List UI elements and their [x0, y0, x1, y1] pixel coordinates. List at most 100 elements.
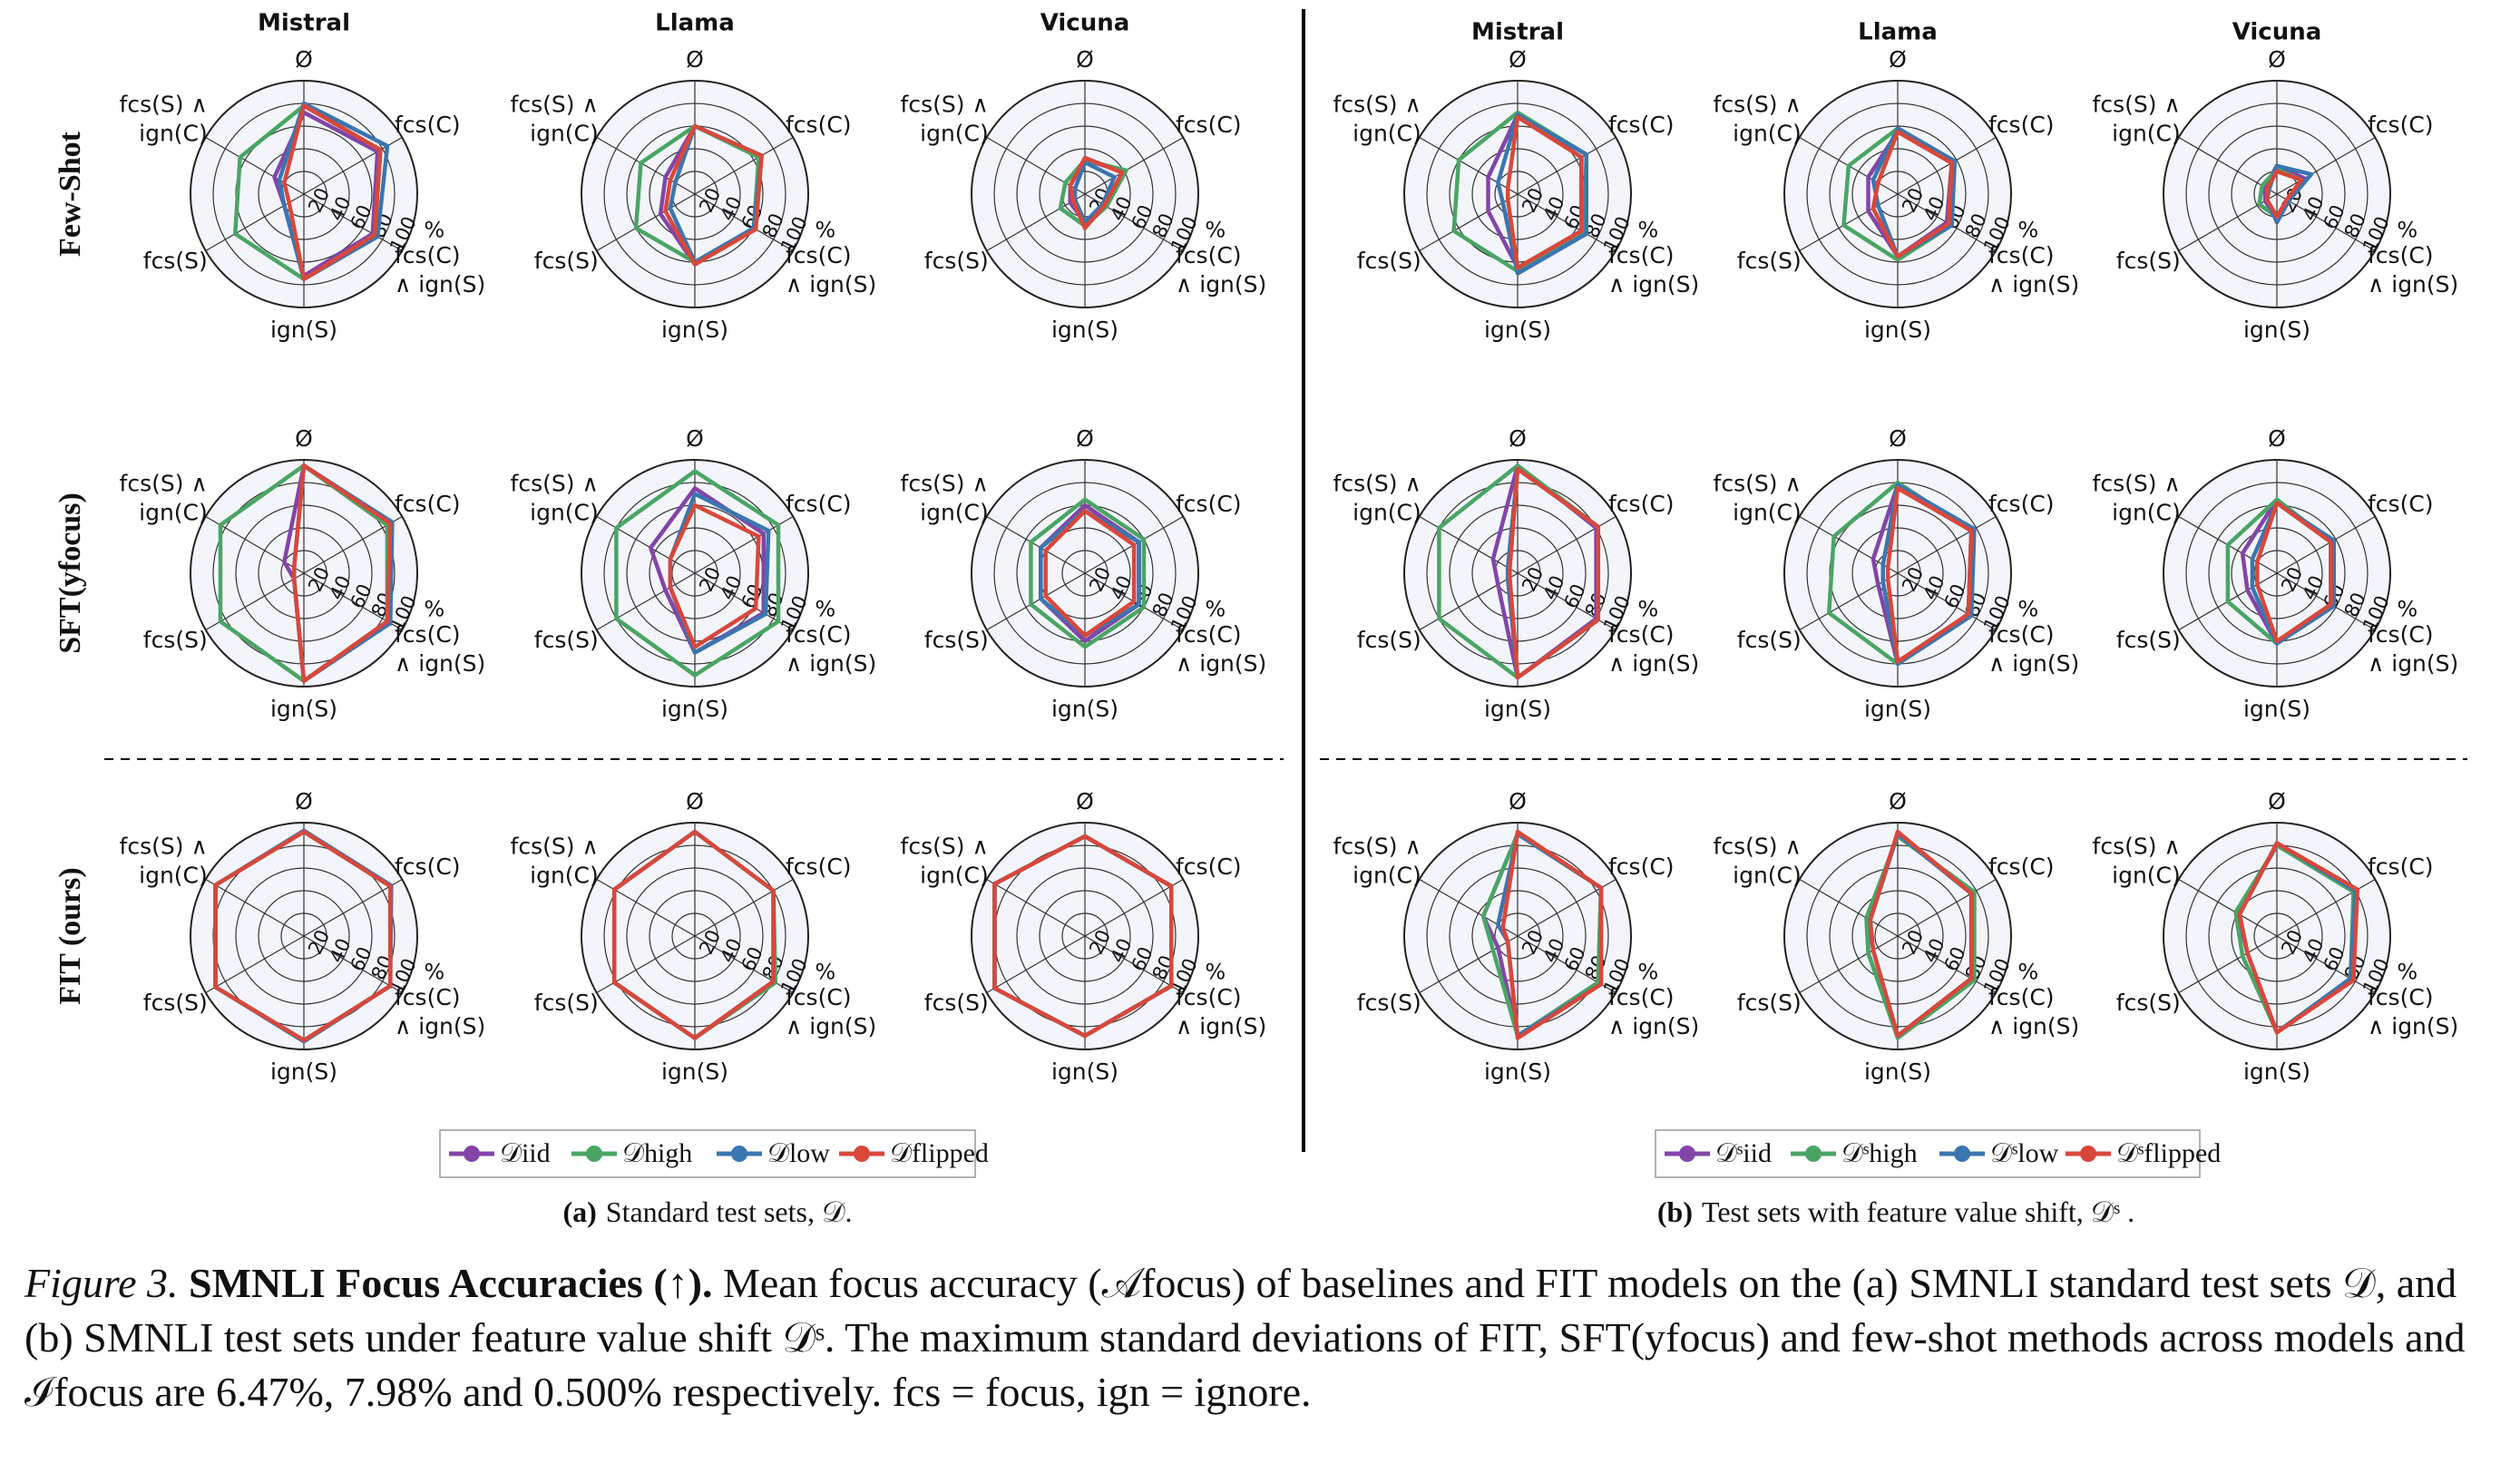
axis-label: ign(C): [530, 121, 599, 147]
axis-label: ∧ ign(S): [1176, 271, 1266, 298]
r-unit: %: [1205, 960, 1226, 985]
r-unit: %: [815, 960, 835, 985]
axis-label: ign(C): [2112, 500, 2181, 526]
spoke: [1897, 935, 1997, 994]
axis-label: fcs(S): [2116, 248, 2181, 274]
axis-label: ∧ ign(S): [2368, 1013, 2458, 1039]
axis-label: ign(C): [1733, 121, 1802, 147]
axis-label: fcs(C): [395, 112, 461, 138]
axis-label: fcs(S) ∧: [1333, 471, 1421, 497]
axis-label: ∧ ign(S): [1608, 1013, 1699, 1039]
axis-label: fcs(C): [786, 621, 852, 648]
axis-label: fcs(C): [1988, 242, 2055, 268]
axis-label: ∧ ign(S): [786, 1013, 876, 1039]
axis-label: fcs(S): [924, 248, 989, 274]
axis-label: fcs(S): [143, 627, 208, 653]
spoke: [2178, 935, 2278, 994]
axis-label: fcs(S): [1357, 990, 1421, 1016]
axis-label: fcs(S) ∧: [120, 471, 208, 497]
axis-label: Ø: [686, 425, 704, 452]
spoke: [303, 935, 403, 994]
r-unit: %: [424, 597, 444, 622]
axis-label: ign(S): [661, 1058, 728, 1085]
axis-label: fcs(C): [1608, 854, 1675, 880]
legend-box: [439, 1129, 976, 1178]
panel-caption-text: Test sets with feature value shift, 𝒟ˢ .: [1702, 1195, 2134, 1228]
axis-label: ign(S): [1051, 1058, 1118, 1085]
spoke: [1517, 193, 1617, 252]
axis-label: ∧ ign(S): [1608, 271, 1699, 298]
r-unit: %: [815, 218, 835, 243]
caption-body: Mean focus accuracy (𝒜focus) of baseline…: [24, 1260, 2466, 1415]
series-polygon: [663, 123, 764, 267]
axis-label: fcs(C): [2368, 984, 2434, 1010]
axis-label: ∧ ign(S): [786, 650, 876, 677]
spoke: [2178, 878, 2278, 937]
axis-label: fcs(S): [924, 990, 989, 1016]
caption-heading: SMNLI Focus Accuracies (↑).: [189, 1260, 713, 1306]
axis-label: Ø: [2268, 46, 2286, 73]
axis-label: fcs(C): [1608, 112, 1675, 138]
panel-caption: (b) Test sets with feature value shift, 𝒟…: [1657, 1195, 2134, 1228]
spoke: [596, 136, 696, 195]
spoke: [986, 878, 1086, 937]
axis-label: fcs(S): [1357, 248, 1421, 274]
axis-label: ign(C): [920, 863, 989, 889]
axis-label: ign(C): [139, 863, 208, 889]
figure-caption: Figure 3. SMNLI Focus Accuracies (↑). Me…: [24, 1256, 2501, 1419]
series-polygon: [1505, 114, 1584, 270]
series-polygon: [1496, 112, 1589, 276]
axis-label: ign(S): [2243, 1058, 2310, 1085]
axis-label: fcs(C): [1608, 984, 1675, 1010]
axis-label: fcs(S): [1737, 990, 1802, 1016]
spoke: [1799, 878, 1899, 937]
series-polygon: [2237, 841, 2360, 1035]
spoke: [2276, 193, 2376, 252]
axis-label: Ø: [686, 46, 704, 73]
spoke: [1084, 878, 1184, 937]
axis-label: ∧ ign(S): [2368, 271, 2458, 298]
spoke: [1897, 878, 1997, 937]
axis-label: ign(C): [530, 500, 599, 526]
axis-label: fcs(S): [924, 627, 989, 653]
series-polygon: [611, 829, 776, 1040]
axis-label: ign(S): [1864, 696, 1931, 722]
series-polygon: [1508, 466, 1601, 680]
spoke: [1897, 136, 1997, 195]
legend-marker: [1954, 1146, 1970, 1162]
series-polygon: [1072, 160, 1117, 225]
axis-label: fcs(C): [1176, 621, 1242, 648]
r-unit: %: [815, 597, 835, 622]
spoke: [694, 136, 794, 195]
axis-label: ign(C): [1353, 863, 1421, 889]
panel-caption-label: (a): [562, 1195, 596, 1228]
r-unit: %: [1205, 597, 1226, 622]
axis-label: fcs(C): [2368, 621, 2434, 648]
axis-label: Ø: [1889, 788, 1907, 815]
spoke: [596, 572, 696, 631]
spoke: [303, 193, 403, 252]
r-unit: %: [1637, 960, 1658, 985]
spoke: [596, 193, 696, 252]
axis-label: fcs(S) ∧: [2093, 834, 2181, 860]
axis-label: ∧ ign(S): [395, 271, 485, 298]
axis-label: ign(S): [1864, 1058, 1931, 1085]
axis-label: ign(S): [270, 696, 337, 722]
legend-label: 𝒟ˢiid: [1715, 1138, 1772, 1168]
axis-label: fcs(S): [1357, 627, 1421, 653]
axis-label: fcs(C): [1608, 621, 1675, 648]
column-title: Vicuna: [2232, 19, 2322, 46]
series-polygon: [1870, 130, 1954, 259]
axis-label: ign(C): [1353, 121, 1421, 147]
spoke: [205, 878, 305, 937]
spoke: [2276, 572, 2376, 631]
axis-label: fcs(C): [786, 984, 852, 1010]
spoke: [694, 878, 794, 937]
row-label: SFT(yfocus): [54, 493, 87, 654]
axis-label: ign(C): [1733, 863, 1802, 889]
legend-marker: [1679, 1146, 1695, 1162]
series-polygon: [1885, 486, 1974, 664]
series-polygon: [1868, 829, 1974, 1039]
axis-label: ign(S): [661, 696, 728, 722]
